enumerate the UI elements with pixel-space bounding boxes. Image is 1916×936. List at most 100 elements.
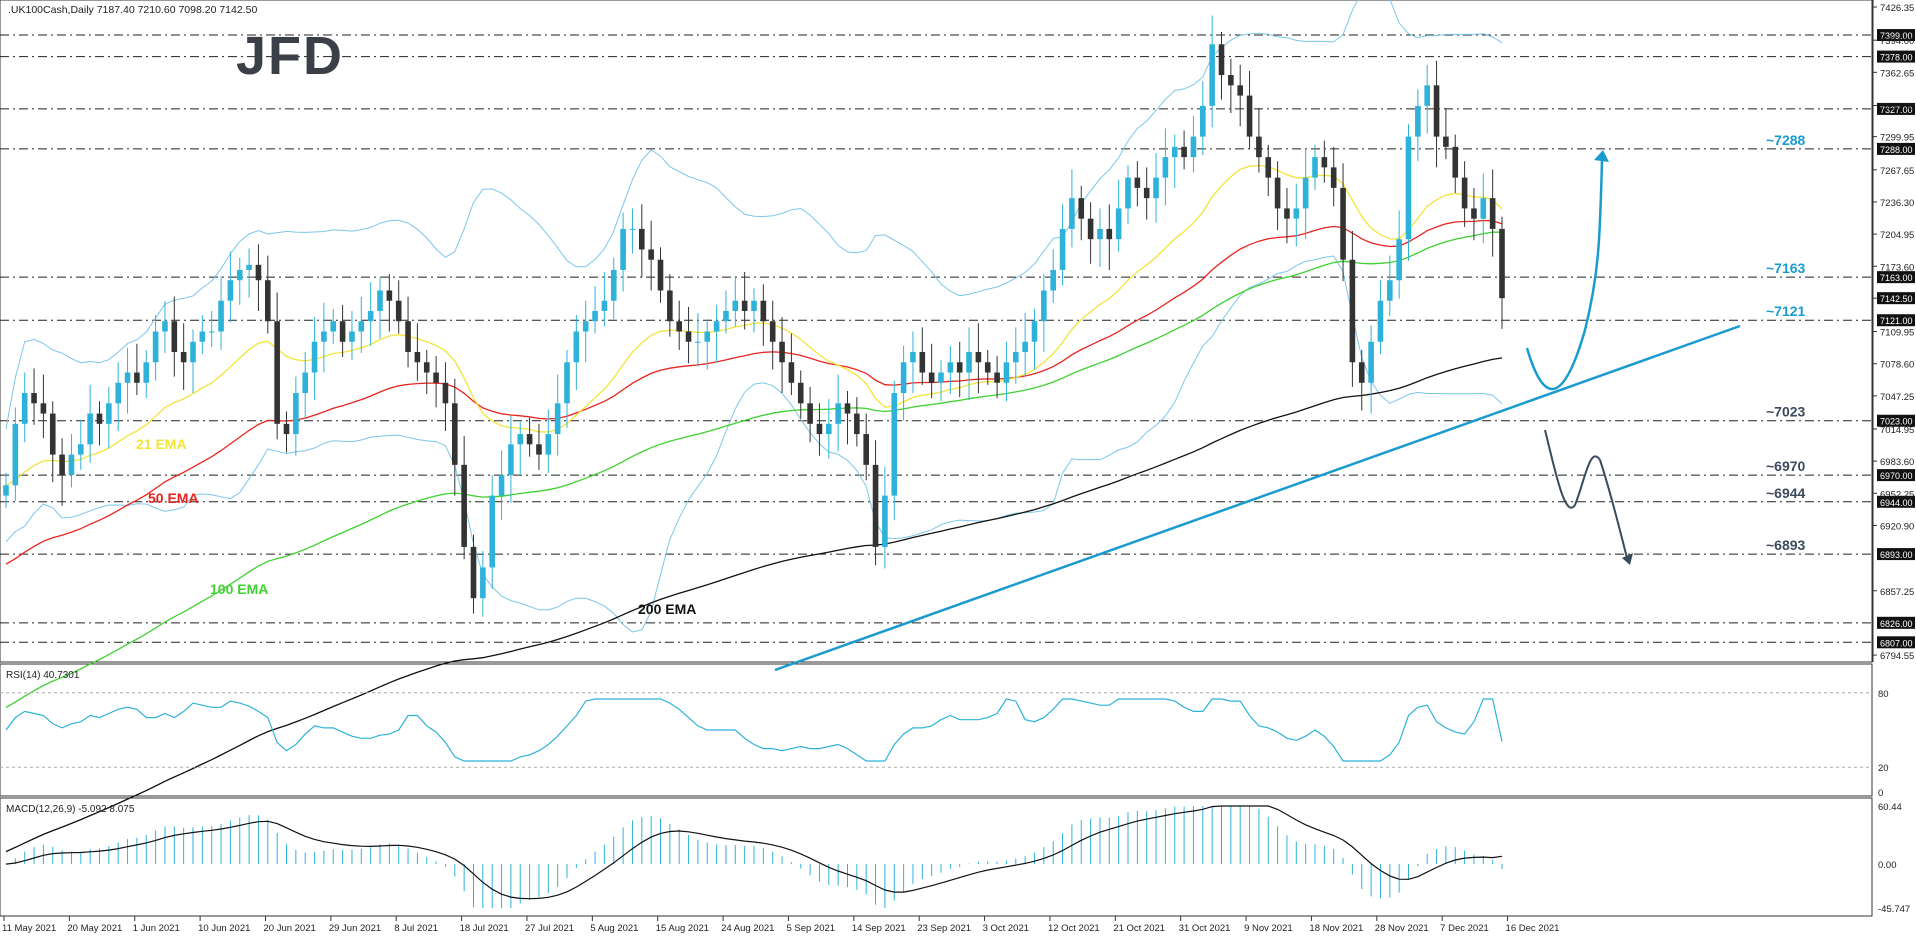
candle-body [1405, 136, 1412, 240]
bearish-scenario-arrow [1544, 429, 1629, 563]
candle-body [40, 403, 47, 414]
candle-body [1218, 44, 1225, 76]
price-tick-label: 7014.95 [1880, 425, 1914, 436]
level-tag [1877, 495, 1915, 508]
ema100-label: 100 EMA [210, 581, 268, 597]
price-tick-label: 7204.95 [1880, 230, 1914, 241]
macd-label: MACD(12,26,9) -5.092 8.075 [6, 804, 135, 815]
candle-body [854, 413, 860, 435]
candle-body [246, 264, 252, 270]
candle-body [1312, 157, 1318, 178]
candle-body [1013, 352, 1019, 363]
candle-body [676, 321, 682, 332]
candle-body [788, 362, 795, 383]
macd-indicator: 60.44 0.00 -45.747 [5, 802, 1910, 915]
candle-body [1302, 177, 1309, 209]
candle-body [1489, 198, 1496, 229]
level-tag [1877, 616, 1915, 629]
date-label: 31 Oct 2021 [1179, 923, 1231, 934]
rsi-axis-label: 80 [1878, 689, 1889, 700]
candle-body [106, 403, 112, 424]
price-tick-label: 6794.55 [1880, 651, 1914, 662]
candle-body [31, 393, 37, 404]
candle-body [1069, 198, 1075, 229]
candle-body [872, 464, 879, 547]
candle-body [1246, 95, 1253, 137]
price-tick-label: 7362.65 [1880, 68, 1914, 79]
level-tag-label: 6944.00 [1880, 498, 1913, 508]
candle-body [984, 362, 991, 373]
candle-body [96, 413, 103, 424]
candle-body [218, 300, 224, 332]
candle-body [1424, 85, 1430, 106]
candle-body [592, 310, 598, 322]
candle-body [1349, 259, 1356, 363]
date-label: 3 Oct 2021 [983, 923, 1029, 934]
candle-body [470, 546, 477, 599]
level-note: ~6970 [1766, 458, 1806, 474]
level-tag [1877, 548, 1915, 561]
candle-body [1022, 341, 1028, 353]
candle-body [956, 362, 963, 373]
candle-body [1330, 167, 1337, 188]
macd-pane [0, 797, 1873, 917]
candle-body [498, 475, 505, 496]
date-label: 11 May 2021 [2, 923, 56, 934]
level-tag-label: 6893.00 [1880, 550, 1913, 560]
level-note: ~7163 [1766, 260, 1806, 276]
rsi-axis-label: 20 [1878, 763, 1889, 774]
candle-body [1499, 228, 1505, 299]
candle-body [704, 331, 711, 342]
date-label: 10 Jun 2021 [198, 923, 250, 934]
candle-body [1387, 280, 1393, 301]
ema100-line [5, 231, 1502, 708]
candle-body [1237, 85, 1243, 96]
rsi-label: RSI(14) 40.7301 [6, 670, 80, 681]
candle-body [433, 372, 439, 383]
candle-body [779, 341, 785, 363]
level-tag-label: 7288.00 [1880, 145, 1913, 155]
candle-body [134, 372, 140, 383]
candle-body [713, 321, 720, 332]
candle-body [78, 444, 84, 455]
candle-body [21, 393, 28, 424]
ema200-label: 200 EMA [638, 601, 696, 617]
candle-body [1368, 341, 1374, 383]
candle-body [723, 310, 729, 322]
candle-body [1087, 218, 1094, 240]
ema50-label: 50 EMA [148, 490, 199, 506]
date-label: 5 Aug 2021 [590, 923, 638, 934]
candle-body [3, 485, 9, 496]
candle-body [751, 300, 757, 311]
candle-body [928, 372, 935, 383]
candle-body [601, 300, 608, 311]
candle-body [255, 264, 262, 281]
candle-body [349, 331, 355, 342]
candle-body [442, 382, 449, 404]
candle-body [657, 259, 664, 291]
candle-body [517, 434, 524, 445]
macd-signal-line [5, 805, 1503, 900]
level-tag-label: 7121.00 [1880, 316, 1913, 326]
candle-body [330, 321, 337, 332]
candle-body [423, 362, 430, 373]
candle-body [180, 352, 187, 363]
candle-body [227, 280, 234, 301]
symbol-header: .UK100Cash,Daily 7187.40 7210.60 7098.20… [8, 4, 257, 16]
candle-body [386, 290, 393, 301]
ema21-label: 21 EMA [136, 436, 187, 452]
candle-body [115, 382, 121, 404]
price-tick-label: 6983.60 [1880, 457, 1914, 468]
candle-body [1265, 157, 1272, 178]
candle-body [667, 290, 673, 322]
candle-body [1190, 136, 1197, 158]
date-label: 8 Jul 2021 [394, 923, 438, 934]
rsi-pane [0, 663, 1873, 797]
candle-body [414, 352, 421, 363]
candle-body [1162, 157, 1169, 178]
price-tick-label: 7078.60 [1880, 360, 1914, 371]
price-tick-label: 6952.25 [1880, 489, 1914, 500]
candle-body [1321, 157, 1328, 168]
candle-body [966, 352, 972, 373]
